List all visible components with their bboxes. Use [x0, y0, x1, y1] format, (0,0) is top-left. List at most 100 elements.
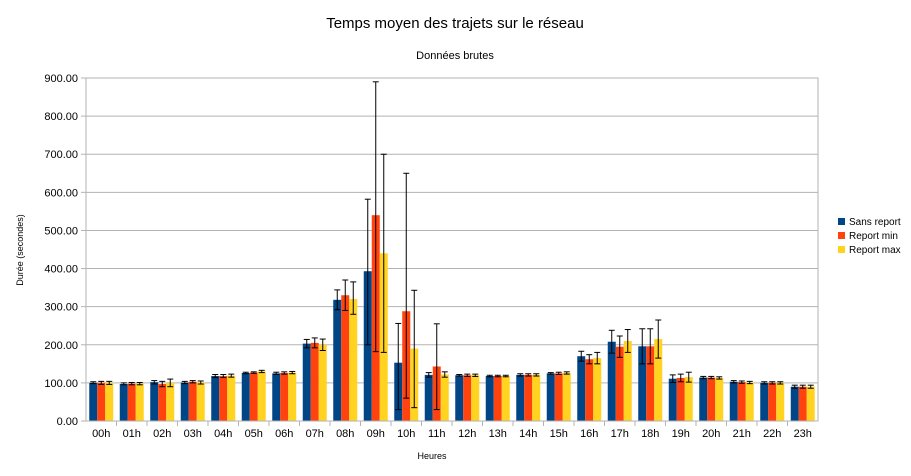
x-tick-label: 01h: [123, 428, 141, 440]
legend-label: Report min: [849, 231, 898, 242]
legend-label: Sans report: [849, 217, 901, 228]
bar: [715, 377, 724, 421]
bar: [440, 374, 449, 421]
bar: [493, 376, 502, 421]
x-tick-label: 06h: [275, 428, 293, 440]
bar: [341, 295, 350, 421]
bar: [166, 382, 175, 421]
bar: [424, 374, 433, 421]
bar: [654, 339, 663, 421]
y-tick-label: 400.00: [44, 264, 78, 276]
x-tick-label: 07h: [306, 428, 324, 440]
bar: [363, 271, 372, 421]
bar: [562, 372, 571, 421]
bar: [227, 375, 236, 421]
bar: [668, 378, 677, 421]
x-tick-label: 23h: [794, 428, 812, 440]
y-axis-label: Durée (secondes): [15, 214, 25, 286]
bar: [257, 371, 266, 421]
bar: [516, 374, 525, 421]
x-tick-label: 03h: [184, 428, 202, 440]
x-tick-label: 21h: [733, 428, 751, 440]
error-bars: [90, 81, 814, 411]
bar: [241, 372, 250, 421]
bar: [615, 346, 624, 421]
bar: [554, 373, 563, 421]
x-axis-ticks: 00h 01h 02h 03h 04h 05h 06h 07h 08h 09h 10h 11h 12h 1…: [92, 421, 812, 440]
y-tick-label: 100.00: [44, 378, 78, 390]
y-axis-ticks: 0.00 100.00 200.00 300.00 400.00 500.00 600.00…: [44, 73, 86, 428]
x-tick-label: 18h: [641, 428, 659, 440]
x-tick-label: 05h: [245, 428, 263, 440]
y-tick-label: 200.00: [44, 340, 78, 352]
bar: [485, 376, 494, 421]
bar: [188, 381, 197, 421]
bar: [196, 382, 205, 421]
x-tick-label: 15h: [550, 428, 568, 440]
legend-swatch: [838, 232, 845, 239]
x-tick-label: 12h: [458, 428, 476, 440]
x-tick-label: 20h: [702, 428, 720, 440]
bar: [318, 344, 327, 421]
bar: [790, 386, 799, 421]
x-tick-label: 10h: [397, 428, 415, 440]
bar: [288, 372, 297, 421]
bar: [333, 299, 342, 421]
x-tick-label: 02h: [153, 428, 171, 440]
bar: [768, 382, 777, 421]
x-tick-label: 09h: [367, 428, 385, 440]
x-tick-label: 00h: [92, 428, 110, 440]
bar: [524, 374, 533, 421]
bar: [180, 382, 189, 421]
bar: [219, 376, 228, 421]
x-tick-label: 16h: [580, 428, 598, 440]
bar: [97, 382, 106, 421]
bar: [745, 382, 754, 421]
x-tick-label: 04h: [214, 428, 232, 440]
bar: [105, 382, 114, 421]
bar: [158, 384, 167, 421]
x-tick-label: 17h: [611, 428, 629, 440]
bar: [211, 376, 220, 421]
y-tick-label: 600.00: [44, 187, 78, 199]
bar: [150, 382, 159, 421]
bar: [676, 377, 685, 421]
chart-title: Temps moyen des trajets sur le réseau: [326, 15, 584, 32]
bar: [302, 343, 311, 421]
bar: [89, 382, 98, 421]
y-tick-label: 900.00: [44, 73, 78, 85]
y-tick-label: 500.00: [44, 225, 78, 237]
bar: [310, 342, 319, 421]
bar: [776, 382, 785, 421]
bar: [760, 382, 769, 421]
legend-swatch: [838, 218, 845, 225]
bar: [607, 341, 616, 421]
x-tick-label: 11h: [428, 428, 446, 440]
bar: [585, 359, 594, 421]
bar: [249, 372, 258, 421]
bar: [699, 377, 708, 421]
bar: [623, 340, 632, 421]
y-tick-label: 0.00: [57, 416, 78, 428]
y-tick-label: 800.00: [44, 111, 78, 123]
bar: [707, 377, 716, 421]
plot-frame: [85, 77, 819, 422]
bar: [806, 386, 815, 421]
y-tick-label: 700.00: [44, 149, 78, 161]
x-tick-label: 22h: [763, 428, 781, 440]
bar: [684, 377, 693, 421]
bar: [646, 346, 655, 421]
bar: [455, 375, 464, 421]
legend-swatch: [838, 246, 845, 253]
x-axis-label: Heures: [417, 451, 447, 461]
bar: [471, 375, 480, 421]
chart-subtitle: Données brutes: [416, 50, 494, 62]
x-tick-label: 08h: [336, 428, 354, 440]
bar: [135, 383, 144, 421]
bar: [280, 372, 289, 421]
bar: [119, 384, 128, 421]
bars: [89, 215, 815, 421]
gridlines: [86, 77, 818, 422]
x-tick-label: 13h: [489, 428, 507, 440]
